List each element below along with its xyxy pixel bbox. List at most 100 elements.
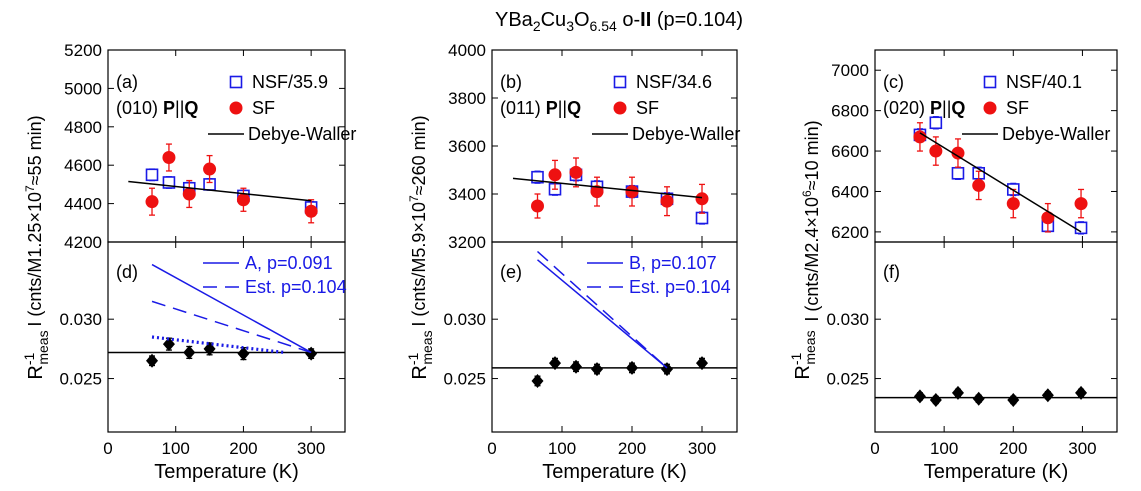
y-axis-label: R-1meas [21, 330, 51, 379]
legend-sf-label: SF [1006, 98, 1029, 118]
x-axis-label: Temperature (K) [154, 461, 299, 483]
y-axis-label: I (cnts/M1.25×107≈55 min) [23, 115, 45, 326]
y-axis-label-part: ≈ [25, 175, 45, 185]
figure-title: YBa2Cu3O6.54 o-II (p=0.104) [495, 9, 743, 34]
y-tick-label: 0.030 [443, 310, 486, 329]
sf-point [304, 204, 318, 218]
y-tick-label: 6600 [831, 142, 869, 161]
panel-label: (d) [116, 262, 138, 282]
ratio-point [972, 391, 985, 406]
debye-waller-line [128, 180, 312, 202]
sf-point [1074, 197, 1088, 211]
legend-label: Est. p=0.104 [245, 277, 347, 297]
reference-curve [536, 250, 668, 369]
panel-frame-4 [491, 241, 738, 433]
y-tick-label: 0.025 [59, 370, 102, 389]
y-tick-label: 4600 [64, 156, 102, 175]
y-tick-label: 4000 [448, 41, 486, 60]
y-axis-label-part: 10 [802, 197, 822, 217]
y-label-sub: meas [802, 330, 818, 364]
x-tick-label: 0 [103, 439, 112, 458]
reference-curve [151, 335, 285, 355]
legend-sf-marker [229, 101, 243, 115]
x-tick-label: 100 [162, 439, 190, 458]
reference-curve [537, 259, 668, 369]
y-label-sub: meas [35, 330, 51, 364]
y-axis-label: R-1meas [788, 330, 818, 379]
polarization-P: P [546, 98, 558, 118]
sf-point [625, 185, 639, 199]
polarization-Q: Q [951, 98, 965, 118]
y-tick-label: 7000 [831, 61, 869, 80]
reflection-label: (020) P||Q [883, 98, 965, 118]
y-axis-label-part: 55 min) [25, 115, 45, 175]
y-tick-label: 6800 [831, 102, 869, 121]
y-tick-label: 4800 [64, 118, 102, 137]
y-axis-label-part: 260 min) [409, 115, 429, 185]
x-axis-label: Temperature (K) [924, 461, 1069, 483]
legend-nsf-marker [229, 75, 243, 89]
parallel-symbol: || [558, 98, 567, 118]
polarization-Q: Q [567, 98, 581, 118]
y-tick-label: 4400 [64, 195, 102, 214]
y-axis-label-part: 10 [409, 202, 429, 222]
panel-label: (e) [500, 262, 522, 282]
legend-dw-label: Debye-Waller [1002, 124, 1110, 144]
x-tick-label: 300 [297, 439, 325, 458]
ratio-point [929, 392, 942, 407]
parallel-symbol: || [942, 98, 951, 118]
polarization-Q: Q [184, 98, 198, 118]
nsf-point [951, 166, 965, 180]
legend-dw-label: Debye-Waller [632, 124, 740, 144]
sf-point [203, 162, 217, 176]
y-axis-label-part: ≈ [802, 180, 822, 190]
sf-point [695, 192, 709, 206]
ratio-point [1075, 385, 1088, 400]
ratio-point [591, 362, 603, 377]
reference-curve [151, 300, 312, 354]
y-axis-label-part: ≈ [409, 185, 429, 195]
ratio-point [626, 360, 638, 375]
panel-label: (a) [116, 72, 138, 92]
ratio-point [1041, 388, 1054, 403]
title-part: 6.54 [590, 18, 617, 34]
polarization-P: P [163, 98, 175, 118]
legend-nsf-marker [983, 75, 997, 89]
x-tick-label: 100 [548, 439, 576, 458]
y-axis-label-part: × [409, 222, 429, 233]
legend-nsf-label: NSF/35.9 [252, 72, 328, 92]
y-axis-label: R-1meas [405, 330, 435, 379]
sf-point [972, 178, 986, 192]
nsf-point [145, 168, 159, 182]
y-axis-label-part: × [802, 217, 822, 228]
ratio-point [549, 356, 561, 371]
nsf-point [929, 116, 943, 130]
sf-point [182, 187, 196, 201]
y-tick-label: 3600 [448, 137, 486, 156]
title-part: O [574, 9, 590, 31]
y-label-R: R [792, 365, 814, 379]
x-tick-label: 100 [930, 439, 958, 458]
debye-waller-line [919, 132, 1082, 233]
ratio-point [913, 389, 926, 404]
sf-point [590, 185, 604, 199]
legend-sf-marker [613, 101, 627, 115]
y-axis-label: I (cnts/M2.4×106≈10 min) [800, 120, 822, 321]
ratio-point [570, 359, 582, 374]
y-tick-label: 3200 [448, 233, 486, 252]
ratio-point [237, 346, 250, 361]
sf-point [929, 144, 943, 158]
sf-point [1041, 211, 1055, 225]
nsf-point [695, 211, 709, 225]
sf-point [1006, 197, 1020, 211]
title-part: II [640, 9, 651, 31]
y-axis-label-part: I (cnts/M2.4 [802, 228, 822, 322]
ratio-point [1007, 392, 1020, 407]
sf-point [236, 193, 250, 207]
title-part: 3 [566, 18, 574, 34]
legend-nsf-marker [613, 75, 627, 89]
x-tick-label: 300 [1068, 439, 1096, 458]
x-tick-label: 200 [618, 439, 646, 458]
y-tick-label: 0.030 [59, 310, 102, 329]
y-axis-label-part: 7 [407, 195, 421, 202]
